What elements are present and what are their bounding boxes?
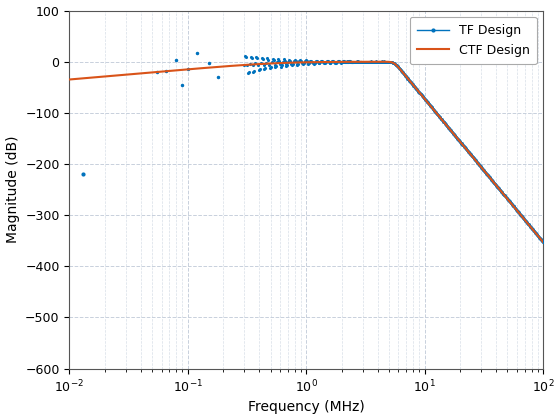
- Y-axis label: Magnitude (dB): Magnitude (dB): [6, 136, 20, 243]
- CTF Design: [120, 72, 127, 77]
- CTF Design: [66, 77, 73, 82]
- Line: CTF Design: CTF Design: [69, 62, 543, 242]
- CTF Design: [378, 59, 385, 64]
- Legend: TF Design, CTF Design: TF Design, CTF Design: [410, 17, 537, 64]
- CTF Design: [531, 228, 538, 234]
- CTF Design: [479, 167, 486, 172]
- CTF Design: [148, 70, 155, 75]
- CTF Design: [540, 239, 547, 244]
- CTF Design: [268, 61, 275, 66]
- CTF Design: [248, 62, 254, 67]
- X-axis label: Frequency (MHz): Frequency (MHz): [248, 400, 365, 415]
